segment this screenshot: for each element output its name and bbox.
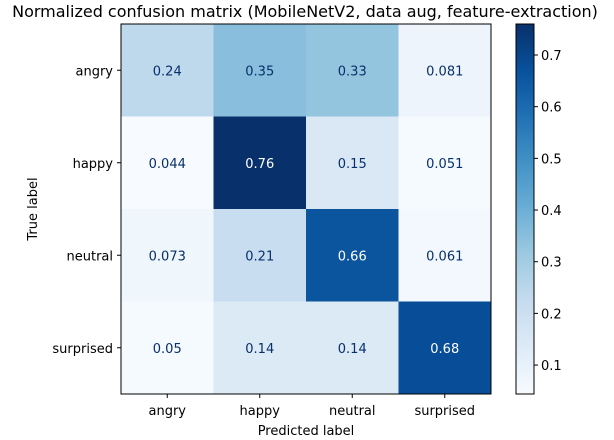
cell-value-label: 0.14 [338, 342, 367, 357]
colorbar-ticks: 0.1 0.2 0.3 0.4 0.5 0.6 0.7 [534, 49, 562, 374]
colorbar-tick-label: 0.7 [541, 49, 562, 64]
colorbar-tick-label: 0.5 [541, 152, 562, 167]
cell-value-label: 0.66 [338, 249, 367, 264]
x-tick-label: angry [149, 404, 187, 419]
x-tick-label: neutral [329, 404, 376, 419]
heatmap-cell [306, 24, 399, 117]
y-tick-label: angry [76, 64, 114, 79]
cell-value-label: 0.35 [245, 64, 274, 79]
heatmap-cell [121, 116, 214, 210]
plot-frame [120, 23, 492, 395]
colorbar-tick-label: 0.2 [541, 307, 562, 322]
x-tick-label: surprised [414, 404, 475, 419]
x-axis-ticks: angry happy neutral surprised [149, 394, 475, 419]
heatmap-cell [398, 301, 492, 395]
heatmap-cell [306, 116, 399, 210]
colorbar: 0.1 0.2 0.3 0.4 0.5 0.6 0.7 [515, 23, 562, 395]
cell-value-label: 0.21 [245, 249, 274, 264]
cell-value-label: 0.044 [149, 157, 186, 172]
cell-value-label: 0.68 [430, 342, 459, 357]
cell-value-label: 0.05 [153, 342, 182, 357]
heatmap-cell [213, 24, 307, 117]
cell-value-label: 0.14 [245, 342, 274, 357]
colorbar-tick-label: 0.3 [541, 256, 562, 271]
cell-value-label: 0.073 [149, 249, 186, 264]
heatmap-cell [121, 301, 214, 395]
chart-title: Normalized confusion matrix (MobileNetV2… [12, 2, 598, 21]
heatmap-cell [121, 24, 214, 117]
colorbar-gradient [516, 24, 534, 394]
heatmap-cell [398, 209, 492, 302]
x-axis-label: Predicted label [258, 424, 355, 439]
heatmap-value-labels: 0.24 0.35 0.33 0.081 0.044 0.76 0.15 0.051 0.073… [149, 64, 464, 357]
heatmap-cell [306, 209, 399, 302]
cell-value-label: 0.24 [153, 64, 182, 79]
heatmap-cell [121, 209, 214, 302]
cell-value-label: 0.33 [338, 64, 367, 79]
heatmap-cell [398, 116, 492, 210]
heatmap-cell [213, 116, 307, 210]
heatmap-cell [306, 301, 399, 395]
colorbar-tick-label: 0.4 [541, 204, 562, 219]
cell-value-label: 0.76 [245, 157, 274, 172]
heatmap-cell [213, 209, 307, 302]
cell-value-label: 0.081 [426, 64, 463, 79]
x-tick-label: happy [240, 404, 281, 419]
y-tick-label: neutral [67, 249, 114, 264]
heatmap-cell [213, 301, 307, 395]
cell-value-label: 0.051 [426, 157, 463, 172]
heatmap-cells [121, 24, 492, 395]
y-axis-ticks: angry happy neutral surprised [52, 64, 121, 357]
colorbar-frame [515, 23, 535, 395]
colorbar-tick-label: 0.1 [541, 359, 562, 374]
colorbar-tick-label: 0.6 [541, 101, 562, 116]
heatmap-cell [398, 24, 492, 117]
cell-value-label: 0.15 [338, 157, 367, 172]
y-axis-label: True label [26, 177, 41, 241]
y-tick-label: happy [73, 157, 114, 172]
cell-value-label: 0.061 [426, 249, 463, 264]
y-tick-label: surprised [52, 342, 113, 357]
